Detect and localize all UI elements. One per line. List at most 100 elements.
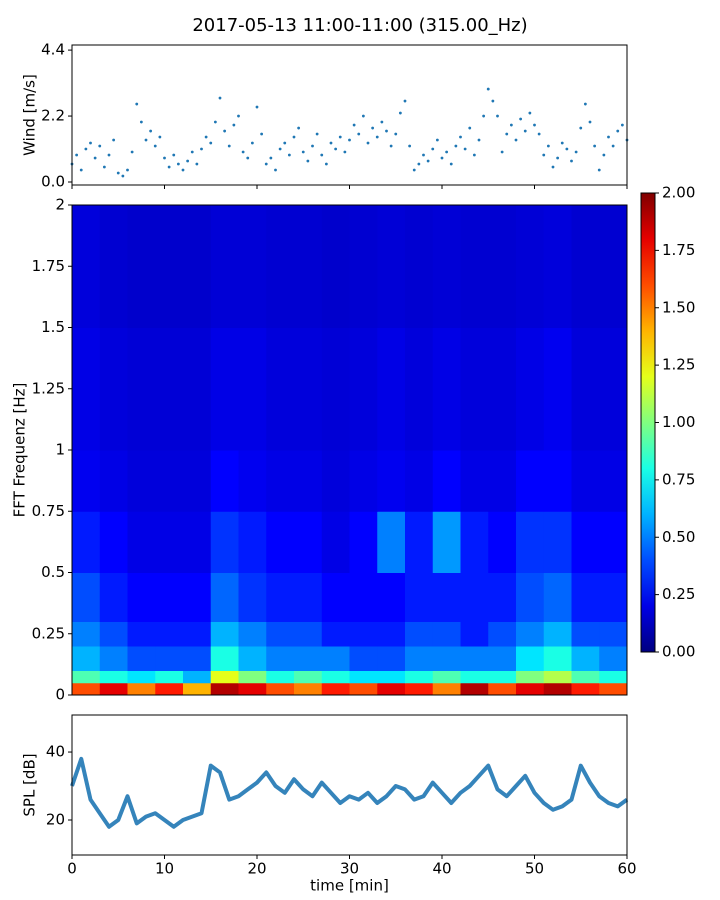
spectrogram-cell [377,511,406,573]
spectrogram-cell [183,621,212,647]
spectrogram-cell [238,205,267,328]
wind-point [260,132,264,136]
wind-point [315,132,319,136]
spectrogram-cell [127,205,156,328]
wind-point [551,165,555,169]
spectrogram-cell [432,511,461,573]
wind-point [218,96,222,100]
spectrogram-cell [516,511,545,573]
colorbar-tick-label: 1.00 [662,413,695,431]
spectrogram-cell [571,572,600,622]
wind-point [204,135,208,139]
spectrogram-cell [210,572,239,622]
wind-point [338,135,342,139]
wind-point [84,147,88,151]
spectrogram-cell [99,205,128,328]
wind-point [190,150,194,154]
spectrogram-cell [127,670,156,684]
plot-frame [71,714,628,856]
wind-point [334,147,338,151]
wind-point [454,144,458,148]
spectrogram-cell [127,450,156,512]
spectrogram-cell [155,327,184,451]
spectrogram-cell [266,450,295,512]
wind-point [126,168,129,172]
spectrogram-cell [516,572,545,622]
wind-point [491,99,495,103]
spectrogram-cell [238,646,267,671]
spectrogram-cell [266,621,295,647]
wind-point [486,87,490,91]
y-tick-label: 1.5 [41,318,65,336]
spectrogram-cell [599,670,628,684]
wind-point [274,168,277,172]
wind-point [255,105,259,109]
spectrogram-cell [127,572,156,622]
x-tick-label: 0 [67,860,77,878]
wind-point [283,141,287,145]
wind-point [107,153,111,157]
spectrogram-cell [488,327,517,451]
spectrogram-cell [210,511,239,573]
wind-point [440,156,444,160]
wind-point [352,123,356,127]
spectrogram-cell [543,572,572,622]
spectrogram-cell [432,646,461,671]
spectrogram-cell [543,327,572,451]
x-tick-label: 60 [617,860,636,878]
spectrogram-cell [488,572,517,622]
wind-point [620,123,624,127]
spectrogram-cell [599,682,628,696]
wind-point [163,156,166,160]
spectrogram-cell [488,450,517,512]
spectrogram-cell [349,646,378,671]
wind-point [144,138,148,142]
spectrogram-cell [432,327,461,451]
spectrogram-cell [238,670,267,684]
spectrogram-cell [516,621,545,647]
spectrogram-cell [155,205,184,328]
wind-point [583,102,587,106]
colorbar-tick-label: 1.25 [662,356,695,374]
spectrogram-cell [294,682,323,696]
wind-point [287,153,291,157]
spectrogram-cell [127,646,156,671]
spectrogram-cell [99,621,128,647]
colorbar-tick-label: 2.00 [662,184,695,202]
spectrogram-cell [210,450,239,512]
wind-point [482,114,486,118]
wind-point [102,165,106,169]
spectrogram-cell [571,621,600,647]
spectrogram-cell [460,205,489,328]
wind-point [329,141,333,145]
spectrogram-cell [377,205,406,328]
wind-point [311,144,314,148]
spectrogram-cell [127,511,156,573]
spectrogram-cell [599,646,628,671]
wind-point [301,150,305,154]
spectrogram-cell [99,646,128,671]
wind-point [509,123,513,127]
spectrogram-cell [543,646,572,671]
spectrogram-cell [210,682,239,696]
wind-point [357,132,361,136]
spectrogram-cell [460,646,489,671]
spectrogram-cell [294,511,323,573]
spectrogram-cell [405,646,434,671]
spectrogram-cell [543,205,572,328]
spectrogram-cell [183,572,212,622]
wind-point [112,138,116,142]
spectrogram-cell [405,450,434,512]
spectrogram-cell [432,450,461,512]
x-tick-label: 10 [155,860,174,878]
wind-point [593,144,597,148]
y-tick-label: 0.0 [41,173,65,191]
wind-point [560,141,564,145]
spectrogram-cell [460,572,489,622]
spectrogram-cell [349,327,378,451]
wind-point [472,153,476,157]
wind-point [98,144,102,148]
wind-point [546,144,550,148]
spectrogram-cell [210,670,239,684]
wind-point [209,141,213,145]
